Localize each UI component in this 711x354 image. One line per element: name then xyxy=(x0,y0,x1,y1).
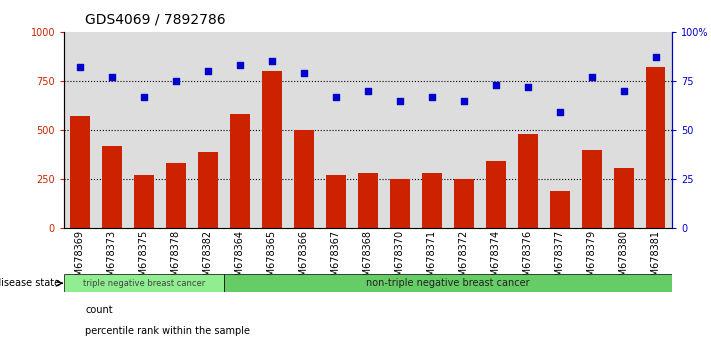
Bar xyxy=(230,114,250,228)
Bar xyxy=(224,274,672,292)
Bar xyxy=(544,32,576,228)
Bar xyxy=(70,116,90,228)
Bar xyxy=(512,32,544,228)
Bar xyxy=(550,191,570,228)
Point xyxy=(554,110,565,115)
Bar xyxy=(134,175,154,228)
Bar xyxy=(384,32,416,228)
Text: count: count xyxy=(85,305,113,315)
Bar xyxy=(416,32,448,228)
Bar xyxy=(480,32,512,228)
Bar xyxy=(646,67,665,228)
Bar xyxy=(160,32,192,228)
Point xyxy=(170,78,181,84)
Point xyxy=(202,68,213,74)
Point xyxy=(330,94,341,99)
Bar xyxy=(64,274,224,292)
Point xyxy=(427,94,438,99)
Point xyxy=(234,62,246,68)
Bar xyxy=(358,173,378,228)
Bar xyxy=(64,32,96,228)
Bar xyxy=(614,169,634,228)
Bar xyxy=(518,134,538,228)
Bar xyxy=(486,161,506,228)
Text: GDS4069 / 7892786: GDS4069 / 7892786 xyxy=(85,12,226,27)
Bar xyxy=(640,32,672,228)
Bar xyxy=(102,146,122,228)
Bar xyxy=(294,130,314,228)
Point xyxy=(490,82,501,88)
Bar xyxy=(390,179,410,228)
Point xyxy=(266,58,277,64)
Bar xyxy=(448,32,480,228)
Point xyxy=(299,70,310,76)
Bar xyxy=(326,175,346,228)
Point xyxy=(138,94,149,99)
Bar xyxy=(582,150,602,228)
Bar xyxy=(422,173,442,228)
Point xyxy=(618,88,630,94)
Bar xyxy=(198,152,218,228)
Bar xyxy=(352,32,384,228)
Bar xyxy=(224,32,256,228)
Bar xyxy=(454,179,474,228)
Point xyxy=(106,74,117,80)
Bar xyxy=(192,32,224,228)
Bar xyxy=(288,32,320,228)
Point xyxy=(362,88,374,94)
Bar xyxy=(320,32,352,228)
Point xyxy=(458,98,469,103)
Text: non-triple negative breast cancer: non-triple negative breast cancer xyxy=(366,278,530,288)
Point xyxy=(394,98,405,103)
Bar xyxy=(256,32,288,228)
Point xyxy=(586,74,597,80)
Bar xyxy=(96,32,128,228)
Bar xyxy=(576,32,608,228)
Text: disease state: disease state xyxy=(0,278,60,288)
Bar xyxy=(262,71,282,228)
Bar xyxy=(166,164,186,228)
Text: percentile rank within the sample: percentile rank within the sample xyxy=(85,326,250,336)
Text: triple negative breast cancer: triple negative breast cancer xyxy=(83,279,205,288)
Point xyxy=(650,55,661,60)
Bar xyxy=(128,32,160,228)
Point xyxy=(522,84,533,90)
Bar xyxy=(608,32,640,228)
Point xyxy=(75,64,85,70)
